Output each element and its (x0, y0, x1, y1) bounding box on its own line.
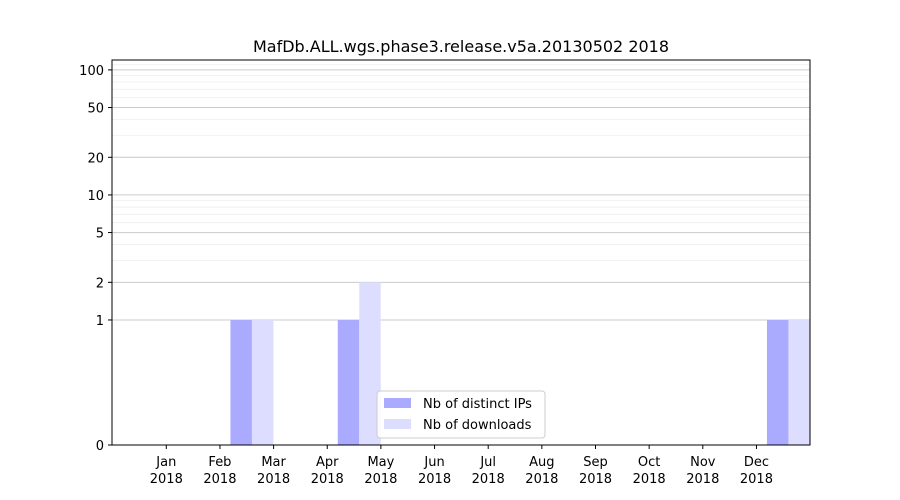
y-tick-label: 50 (87, 102, 104, 117)
x-tick-label-month: Apr (316, 455, 339, 470)
x-tick-label-year: 2018 (150, 472, 183, 487)
x-tick-label-year: 2018 (740, 472, 773, 487)
gridlines (112, 59, 810, 321)
x-tick-label-year: 2018 (472, 472, 505, 487)
y-tick-label: 20 (87, 151, 104, 166)
x-tick-label-month: Aug (529, 455, 554, 470)
bar (766, 319, 789, 445)
y-tick-label: 0 (96, 439, 104, 454)
x-tick-label-year: 2018 (579, 472, 612, 487)
x-tick-label-year: 2018 (311, 472, 344, 487)
x-tick-label-month: Nov (690, 455, 716, 470)
legend: Nb of distinct IPs Nb of downloads (376, 390, 546, 439)
chart-title: MafDb.ALL.wgs.phase3.release.v5a.2013050… (253, 37, 669, 56)
y-tick-label: 2 (96, 276, 104, 291)
bar (788, 319, 810, 445)
x-tick-label-year: 2018 (203, 472, 236, 487)
x-tick-label-month: Jun (423, 455, 444, 470)
x-tick-label-year: 2018 (633, 472, 666, 487)
x-tick-label-month: Oct (638, 455, 660, 470)
x-axis: Jan 2018 Feb 2018 Mar 2018 Apr 2018 May 2018 Jun 20… (150, 445, 773, 487)
bar (230, 319, 252, 445)
bar (337, 319, 360, 445)
y-tick-label: 1 (96, 314, 104, 329)
x-tick-label-month: Mar (261, 455, 286, 470)
bars (230, 282, 810, 445)
x-tick-label-year: 2018 (525, 472, 558, 487)
x-tick-label-month: Sep (583, 455, 608, 470)
x-tick-label-month: May (367, 455, 394, 470)
y-axis: 0 1 2 5 10 20 50 100 (79, 64, 112, 454)
plot-frame (111, 59, 811, 446)
legend-label: Nb of downloads (423, 418, 532, 433)
x-tick-label-year: 2018 (364, 472, 397, 487)
bar (359, 282, 381, 445)
x-tick-label-year: 2018 (686, 472, 719, 487)
x-tick-label-month: Dec (744, 455, 769, 470)
x-tick-label-year: 2018 (418, 472, 451, 487)
legend-box (376, 390, 546, 439)
bar (251, 319, 274, 445)
y-tick-label: 10 (87, 189, 104, 204)
legend-swatch (384, 398, 411, 408)
x-tick-label-month: Feb (208, 455, 231, 470)
x-tick-label-month: Jan (155, 455, 176, 470)
x-tick-label-year: 2018 (257, 472, 290, 487)
legend-swatch (384, 419, 411, 429)
y-tick-label: 100 (79, 64, 104, 79)
x-tick-label-month: Jul (479, 455, 496, 470)
legend-label: Nb of distinct IPs (423, 397, 532, 412)
y-tick-label: 5 (96, 227, 104, 242)
